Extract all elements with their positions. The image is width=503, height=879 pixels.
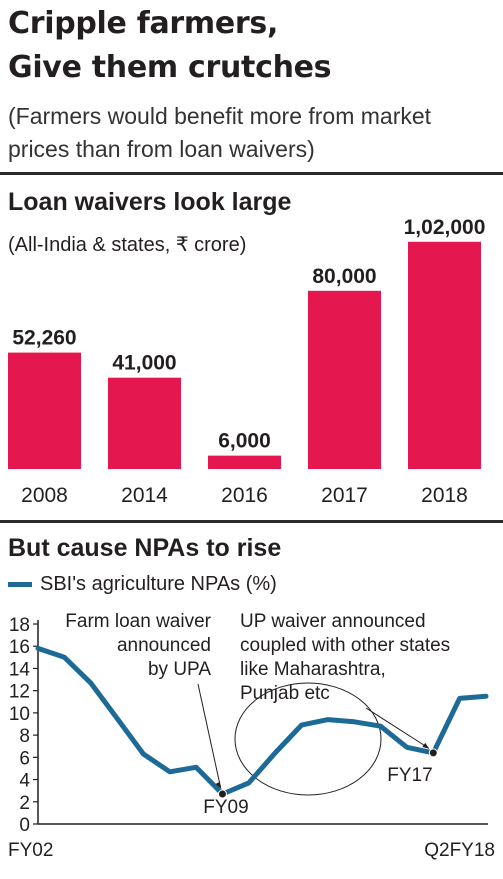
legend-label: SBI's agriculture NPAs (%) [40,572,277,595]
y-tick-label-18: 18 [9,615,30,636]
x-tick-label-fy02: FY02 [8,840,53,861]
headline-line-1: Cripple farmers, [8,6,279,41]
bar-value-label-2018: 1,02,000 [404,216,486,239]
npa-series-line [35,645,489,797]
y-tick-label-10: 10 [9,704,30,725]
subheadline-line-1: (Farmers would benefit more from market [8,103,432,129]
bar-2008 [8,352,81,469]
up-note-line-3: like Maharashtra, [240,659,386,680]
up-note-line-4: Punjab etc [240,683,330,704]
up-arrow-head [422,742,430,749]
fy09-marker [217,789,227,799]
x-tick-label-2017: 2017 [321,484,368,507]
bar-chart-title: Loan waivers look large [8,188,292,216]
subheadline: (Farmers would benefit more from market … [8,100,498,166]
bar-2018 [408,241,481,469]
bar-value-label-2017: 80,000 [312,265,376,288]
y-tick-label-12: 12 [9,682,30,703]
y-tick-label-4: 4 [19,771,30,792]
upa-arrow [197,683,221,788]
legend-swatch [8,581,32,587]
fy17-marker [428,748,438,758]
y-tick-label-2: 2 [19,793,30,814]
y-tick-label-8: 8 [19,726,30,747]
subheadline-line-2: prices than from loan waivers) [8,136,315,162]
upa-arrow-head [215,782,222,789]
y-tick-label-14: 14 [9,659,31,680]
bar-value-label-2016: 6,000 [218,430,271,453]
bar-2014 [108,377,181,469]
x-tick-label-2018: 2018 [421,484,468,507]
bar-chart-subtitle: (All-India & states, ₹ crore) [8,234,247,256]
up-arrow [365,707,429,749]
divider-top [0,172,503,175]
up-note-line-2: coupled with other states [240,635,450,656]
x-tick-label-q2fy18: Q2FY18 [424,840,495,861]
headline: Cripple farmers, Give them crutches [8,2,498,90]
x-tick-label-2014: 2014 [121,484,168,507]
line-chart-legend: SBI's agriculture NPAs (%) [8,572,277,596]
y-tick-label-0: 0 [19,815,30,836]
bar-2016 [208,455,281,469]
y-tick-label-6: 6 [19,748,30,769]
fy09-label: FY09 [203,797,248,818]
bar-value-label-2014: 41,000 [112,352,176,375]
line-chart-title: But cause NPAs to rise [8,534,282,562]
x-tick-label-2016: 2016 [221,484,268,507]
up-note-line-1: UP waiver announced [240,611,426,632]
y-tick-label-16: 16 [9,637,30,658]
highlight-ellipse [234,682,382,796]
x-tick-label-2008: 2008 [21,484,68,507]
bar-2017 [308,290,381,469]
fy17-label: FY17 [387,765,432,786]
upa-note-line-3: by UPA [148,659,211,680]
headline-line-2: Give them crutches [8,50,332,85]
upa-note-line-1: Farm loan waiver [65,611,211,632]
divider-middle [0,520,503,523]
bar-value-label-2008: 52,260 [12,327,76,350]
upa-note-line-2: announced [117,635,211,656]
loan-waiver-bar-chart: 52,260 2008 41,000 2014 6,000 2016 80,000 2017 1… [8,216,485,507]
